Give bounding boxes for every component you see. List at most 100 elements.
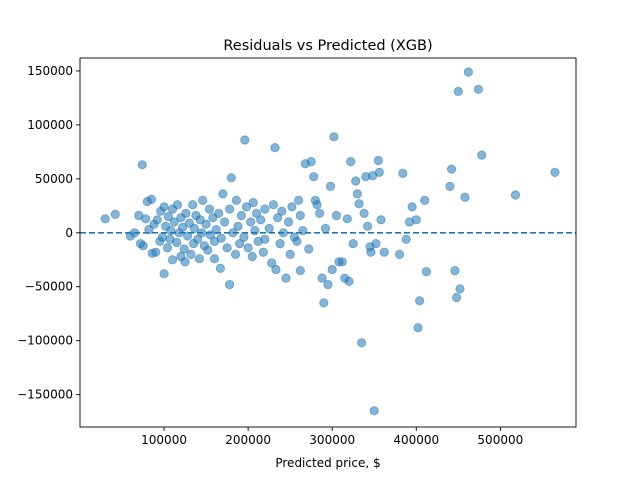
data-point xyxy=(162,243,172,253)
data-point xyxy=(178,222,188,232)
y-tick-label: 150000 xyxy=(27,64,73,78)
data-point xyxy=(331,210,341,221)
x-tick-label: 400000 xyxy=(393,433,439,447)
data-point xyxy=(421,266,431,277)
data-point xyxy=(319,298,329,308)
data-point xyxy=(256,215,266,225)
data-point xyxy=(309,172,319,182)
data-point xyxy=(351,176,361,186)
x-tick-label: 100000 xyxy=(141,433,187,447)
data-point xyxy=(407,202,417,212)
y-tick-label: 0 xyxy=(65,226,73,240)
data-point xyxy=(414,296,425,306)
data-point xyxy=(203,245,213,255)
data-point xyxy=(201,219,211,229)
data-point xyxy=(214,208,224,218)
y-tick-label: −150000 xyxy=(17,388,73,402)
data-point xyxy=(231,195,241,205)
data-point xyxy=(366,247,376,257)
data-point xyxy=(248,198,258,208)
data-point xyxy=(239,232,249,242)
data-point xyxy=(275,239,285,249)
data-point xyxy=(369,406,379,416)
data-point xyxy=(317,273,327,283)
data-point xyxy=(235,239,245,249)
y-tick-label: −50000 xyxy=(25,280,73,294)
data-point xyxy=(272,213,283,223)
data-point xyxy=(463,67,473,77)
data-point xyxy=(267,258,277,268)
data-point xyxy=(312,200,322,210)
data-point xyxy=(285,249,295,259)
data-point xyxy=(287,202,297,212)
data-point xyxy=(283,217,294,227)
data-point xyxy=(362,221,373,231)
data-point xyxy=(159,269,169,279)
data-point xyxy=(188,200,198,210)
data-point xyxy=(151,247,161,257)
plot-area: 100000 200000 300000 400000 500000−150000−10… xyxy=(17,57,577,447)
data-point xyxy=(550,167,560,177)
x-tick-label: 300000 xyxy=(309,433,355,447)
data-point xyxy=(477,150,487,160)
data-point xyxy=(352,189,362,199)
data-point xyxy=(236,210,246,221)
data-point xyxy=(258,247,268,257)
data-point xyxy=(181,208,191,218)
data-point xyxy=(218,189,228,199)
data-point xyxy=(243,243,253,253)
data-point xyxy=(152,215,162,225)
data-point xyxy=(146,194,157,204)
data-point xyxy=(293,195,304,205)
data-point xyxy=(323,279,333,290)
data-point xyxy=(159,202,169,212)
data-point xyxy=(209,254,220,264)
data-point xyxy=(277,206,287,216)
data-point xyxy=(180,257,190,267)
data-point xyxy=(292,236,302,246)
data-point xyxy=(246,217,256,227)
data-point xyxy=(453,86,463,97)
data-point xyxy=(371,239,381,249)
chart-title: Residuals vs Predicted (XGB) xyxy=(223,38,432,54)
data-point xyxy=(281,273,291,283)
data-point xyxy=(398,168,408,178)
data-point xyxy=(141,214,151,224)
data-point xyxy=(260,234,270,244)
data-point xyxy=(354,199,364,209)
data-point xyxy=(270,143,280,153)
data-point xyxy=(327,264,337,275)
data-point xyxy=(215,263,225,273)
data-point xyxy=(240,135,250,145)
data-point xyxy=(413,323,423,333)
y-tick-label: 50000 xyxy=(35,172,73,186)
data-point xyxy=(348,239,358,249)
data-point xyxy=(183,231,193,241)
data-point xyxy=(230,249,241,259)
data-point xyxy=(193,234,203,244)
y-tick-label: −100000 xyxy=(17,334,73,348)
data-point xyxy=(304,244,314,254)
data-point xyxy=(446,164,457,174)
data-point xyxy=(455,284,465,294)
y-tick-label: 100000 xyxy=(27,118,73,132)
data-point xyxy=(411,215,421,225)
data-point xyxy=(225,204,235,214)
data-point xyxy=(186,249,196,259)
data-point xyxy=(241,202,252,212)
data-point xyxy=(198,195,208,205)
data-point xyxy=(268,200,278,210)
data-point xyxy=(450,265,460,276)
data-point xyxy=(373,155,383,166)
data-point xyxy=(247,251,257,262)
data-point xyxy=(445,181,455,191)
data-point xyxy=(137,160,147,170)
x-axis-label: Predicted price, $ xyxy=(275,456,380,470)
data-point xyxy=(295,210,305,221)
data-point xyxy=(167,255,178,265)
plot-frame xyxy=(79,57,577,428)
data-point xyxy=(325,181,336,191)
data-point xyxy=(225,279,235,290)
data-point xyxy=(233,221,243,231)
